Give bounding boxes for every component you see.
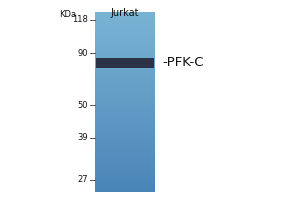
Text: 27: 27 — [77, 176, 88, 184]
Text: Jurkat: Jurkat — [111, 8, 139, 18]
Text: 90: 90 — [77, 48, 88, 58]
Text: KDa: KDa — [59, 10, 76, 19]
Text: -PFK-C: -PFK-C — [162, 56, 203, 70]
Text: 39: 39 — [77, 134, 88, 142]
Text: 118: 118 — [72, 16, 88, 24]
Text: 50: 50 — [77, 100, 88, 110]
Bar — [96, 58, 154, 68]
